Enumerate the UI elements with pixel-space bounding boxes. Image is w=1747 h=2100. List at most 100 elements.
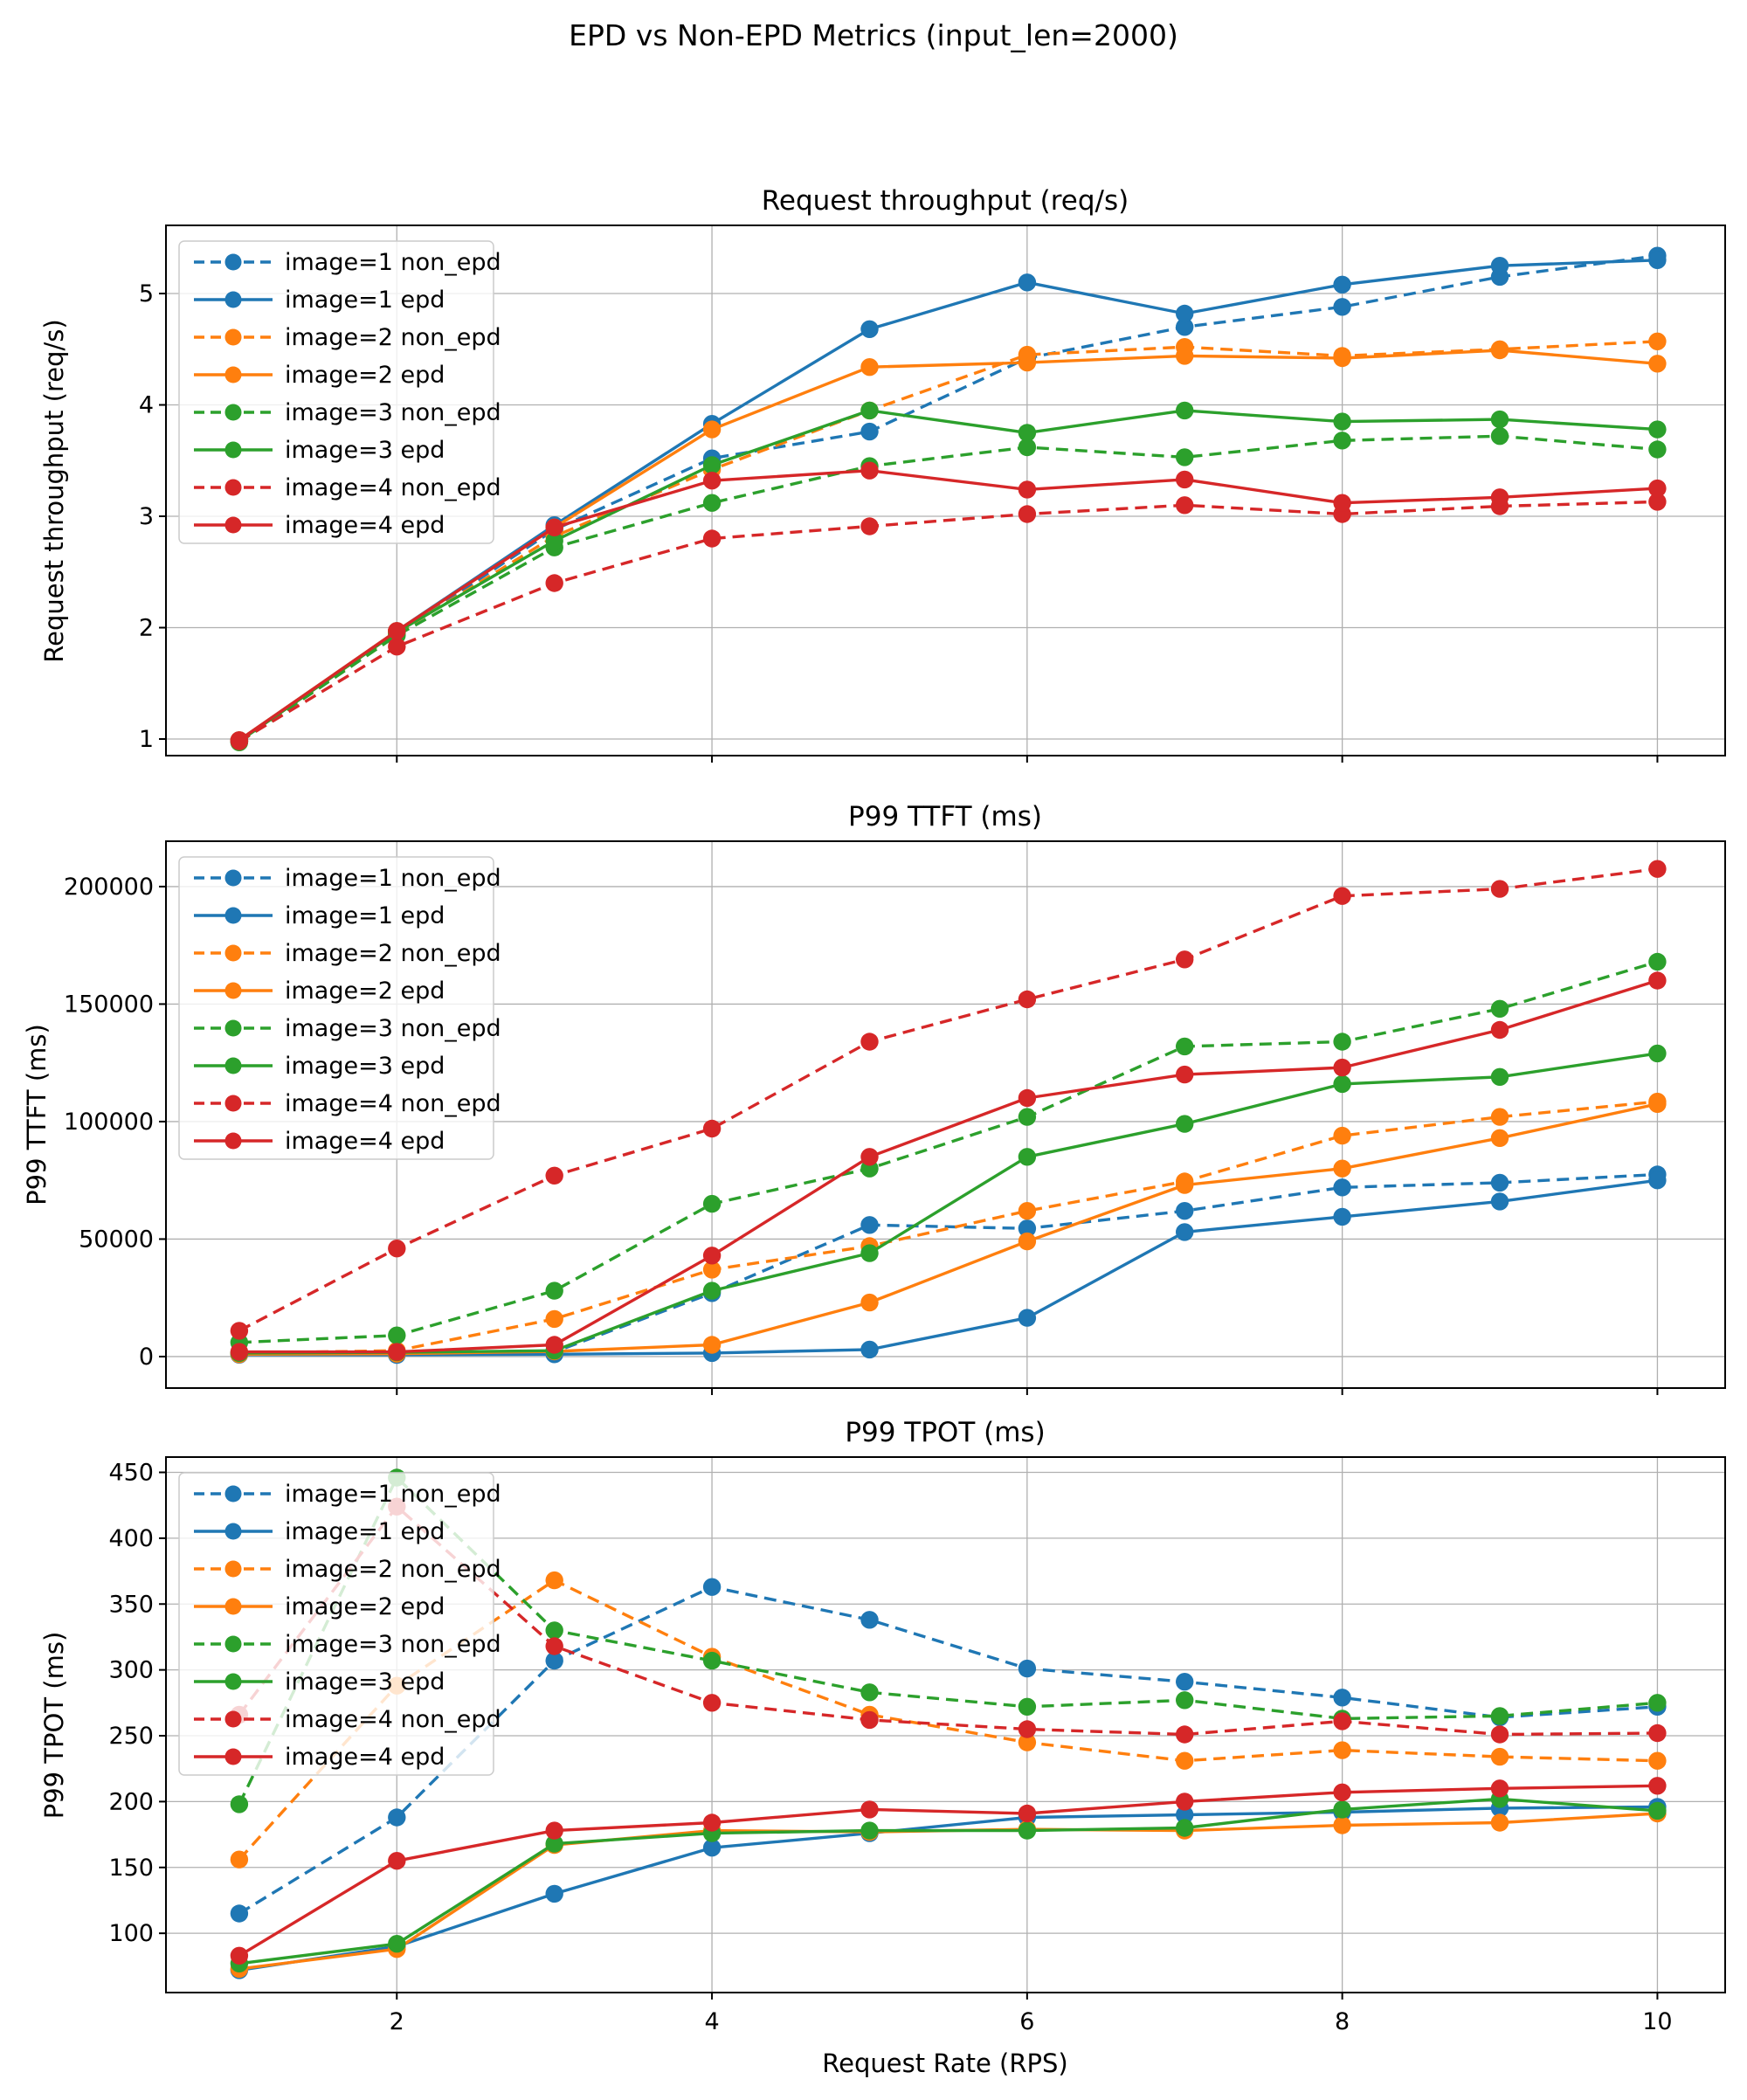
- data-point-marker: [1018, 1232, 1037, 1251]
- data-point-marker: [1018, 1720, 1037, 1738]
- data-point-marker: [1176, 1176, 1194, 1194]
- data-point-marker: [1648, 1171, 1667, 1190]
- data-point-marker: [545, 1884, 563, 1903]
- data-point-marker: [1333, 298, 1351, 316]
- data-point-marker: [1648, 493, 1667, 511]
- data-point-marker: [1018, 1088, 1037, 1108]
- legend-item-image-2-epd: image=2 epd: [194, 1593, 445, 1620]
- data-point-marker: [1490, 410, 1509, 429]
- series-line: [238, 409, 1658, 743]
- data-point-marker: [860, 1710, 879, 1730]
- data-point-marker: [1018, 990, 1037, 1009]
- data-point-marker: [1333, 1741, 1351, 1759]
- data-point-marker: [545, 1281, 563, 1300]
- legend-item-label: image=3 epd: [285, 1053, 445, 1080]
- data-point-marker: [1176, 1065, 1194, 1084]
- series-image-3-epd: [230, 1790, 1667, 1972]
- data-point-marker: [1333, 887, 1351, 905]
- data-point-marker: [1648, 952, 1667, 971]
- data-point-marker: [1018, 1697, 1037, 1717]
- data-point-marker: [1490, 1108, 1509, 1126]
- data-point-marker: [1176, 401, 1194, 420]
- legend-item-image-3-non-epd: image=3 non_epd: [194, 1015, 501, 1042]
- data-point-marker: [702, 1336, 722, 1354]
- legend-swatch-marker: [224, 291, 242, 308]
- data-point-marker: [860, 517, 879, 535]
- data-point-marker: [1333, 1783, 1351, 1801]
- legend-item-label: image=1 epd: [285, 902, 445, 929]
- legend-item-image-3-epd: image=3 epd: [194, 1053, 445, 1080]
- series-line: [238, 340, 1658, 743]
- legend-item-label: image=2 non_epd: [285, 324, 501, 351]
- data-point-marker: [1648, 251, 1667, 269]
- data-point-marker: [702, 1578, 722, 1596]
- legend-item-image-2-epd: image=2 epd: [194, 977, 445, 1005]
- data-point-marker: [1648, 1095, 1667, 1114]
- data-point-marker: [545, 1571, 563, 1590]
- data-point-marker: [1333, 1816, 1351, 1834]
- legend: image=1 non_epd image=1 epd image=2 non_ep…: [178, 1472, 501, 1776]
- series-line: [238, 254, 1658, 743]
- legend-swatch-marker: [224, 404, 242, 421]
- legend-swatch-marker: [224, 1673, 242, 1690]
- legend-item-label: image=2 epd: [285, 1593, 445, 1620]
- data-point-marker: [702, 456, 722, 474]
- data-point-marker: [702, 1247, 722, 1265]
- data-point-marker: [545, 1336, 563, 1354]
- data-point-marker: [545, 531, 563, 550]
- data-point-marker: [702, 1119, 722, 1138]
- data-point-marker: [860, 1148, 879, 1166]
- legend-item-label: image=4 non_epd: [285, 474, 501, 501]
- data-point-marker: [702, 1694, 722, 1712]
- legend-item-image-4-non-epd: image=4 non_epd: [194, 1706, 501, 1733]
- x-axis-label: Request Rate (RPS): [822, 2048, 1067, 2078]
- legend-box: [178, 240, 494, 544]
- x-tick-label: 6: [1019, 2008, 1034, 2035]
- legend-swatch-marker: [224, 944, 242, 962]
- data-point-marker: [1333, 1033, 1351, 1051]
- data-point-marker: [1176, 1806, 1194, 1824]
- legend-item-label: image=2 epd: [285, 362, 445, 389]
- x-tick-labels: 2 4 6 8 10: [390, 1993, 1673, 2035]
- series-line: [238, 434, 1658, 744]
- y-tick-labels: 1 2 3 4 5: [139, 280, 166, 753]
- legend-item-label: image=1 non_epd: [285, 1481, 501, 1508]
- data-point-marker: [230, 1795, 249, 1813]
- legend-item-label: image=4 non_epd: [285, 1090, 501, 1117]
- data-point-marker: [1490, 880, 1509, 898]
- legend-item-image-1-epd: image=1 epd: [194, 287, 445, 314]
- series-line: [238, 1797, 1658, 1965]
- legend-item-label: image=1 epd: [285, 1518, 445, 1545]
- data-point-marker: [860, 358, 879, 376]
- data-point-marker: [860, 422, 879, 441]
- legend-swatch-marker: [224, 982, 242, 999]
- legend-item-image-2-epd: image=2 epd: [194, 362, 445, 389]
- data-point-marker: [1333, 1207, 1351, 1226]
- data-point-marker: [1648, 332, 1667, 350]
- x-tick-label: 10: [1642, 2008, 1672, 2035]
- data-point-marker: [1176, 1037, 1194, 1056]
- data-point-marker: [860, 1216, 879, 1234]
- legend-item-image-1-non-epd: image=1 non_epd: [194, 865, 501, 892]
- data-point-marker: [1176, 1691, 1194, 1710]
- series-line: [238, 867, 1658, 1332]
- legend-item-label: image=3 epd: [285, 1668, 445, 1696]
- legend-item-label: image=4 epd: [285, 512, 445, 539]
- data-point-marker: [1176, 347, 1194, 365]
- y-tick-label: 250: [108, 1723, 154, 1750]
- chart3-title: P99 TPOT (ms): [845, 1417, 1045, 1448]
- legend-box: [178, 856, 494, 1160]
- legend-swatch-marker: [224, 869, 242, 887]
- data-point-marker: [1176, 1725, 1194, 1744]
- data-point-marker: [1490, 1192, 1509, 1211]
- legend-swatch-marker: [224, 1057, 242, 1074]
- data-point-marker: [1018, 438, 1037, 457]
- series-line: [238, 978, 1658, 1354]
- legend-swatch-marker: [224, 1560, 242, 1578]
- legend-item-label: image=3 non_epd: [285, 1631, 501, 1658]
- y-tick-label: 400: [108, 1525, 154, 1552]
- data-point-marker: [1018, 1804, 1037, 1823]
- legend-item-label: image=4 epd: [285, 1128, 445, 1155]
- x-tick-label: 2: [390, 2008, 404, 2035]
